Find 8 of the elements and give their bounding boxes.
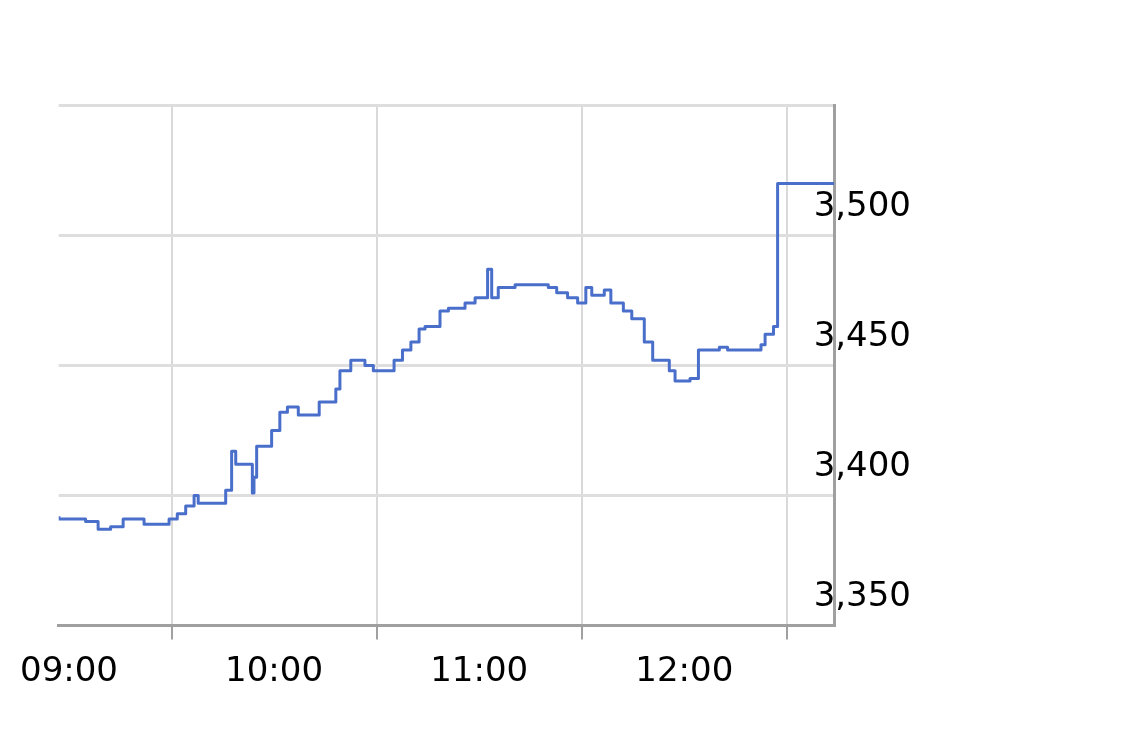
x-tick-label: 09:00 <box>20 648 118 689</box>
x-tick-label: 12:00 <box>635 648 734 689</box>
y-tick-label: 3,500 <box>813 184 911 225</box>
y-tick-label: 3,400 <box>813 444 911 485</box>
x-tick-label: 10:00 <box>225 648 324 689</box>
x-tick-label: 11:00 <box>430 648 529 689</box>
y-tick-label: 3,350 <box>813 574 911 615</box>
y-tick-label: 3,450 <box>813 314 911 355</box>
